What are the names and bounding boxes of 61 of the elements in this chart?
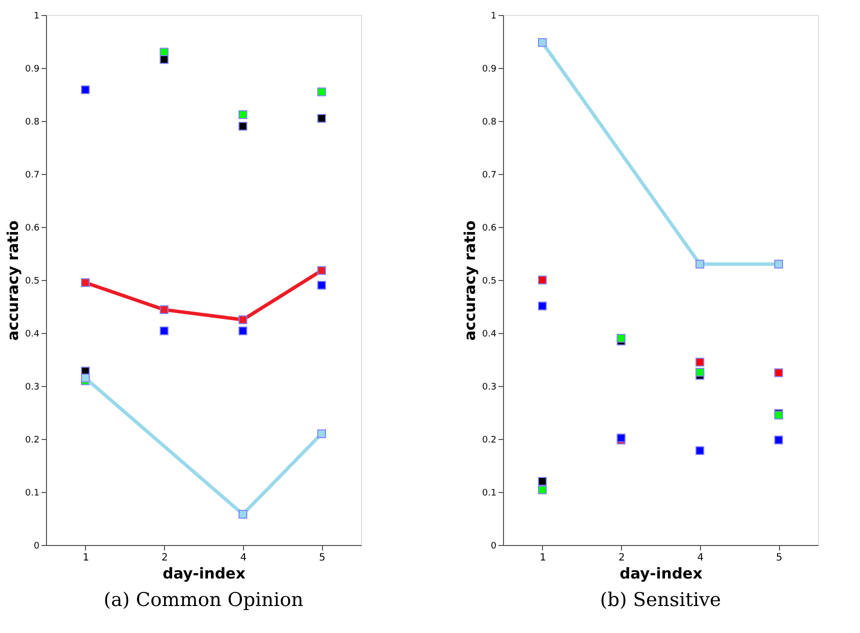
x-axis-title: day-index [620, 564, 703, 582]
point [81, 278, 90, 288]
point [81, 374, 90, 382]
x-tick-label: 1 [82, 552, 90, 564]
point [774, 436, 783, 444]
point [696, 368, 704, 377]
point [538, 276, 547, 284]
text: (a) Common Opinion [104, 589, 304, 611]
y-tick-label: 0.7 [25, 170, 40, 180]
point [160, 55, 168, 64]
x-tick-label: 5 [776, 552, 782, 564]
y-tick-label: 1 [34, 12, 40, 22]
y-tick-label: 0 [34, 542, 40, 552]
y-tick-label: 0.1 [482, 488, 496, 498]
y-axis-title: accuracy ratio [461, 220, 480, 341]
y-tick-label: 0.9 [482, 64, 497, 74]
y-tick-label: 0.3 [25, 382, 40, 392]
point [538, 302, 547, 310]
point [538, 486, 547, 494]
x-tick-label: 4 [240, 552, 247, 564]
y-tick-label: 0.4 [25, 330, 40, 340]
x-axis-title: day-index [162, 564, 246, 582]
point [160, 305, 168, 314]
point [696, 446, 704, 456]
point [160, 326, 168, 336]
point [238, 110, 248, 120]
text: (b) Sensitive [600, 589, 722, 611]
y-tick-label: 0.7 [482, 170, 496, 180]
y-axis-title: accuracy ratio [4, 220, 22, 341]
point [238, 122, 248, 131]
y-tick-label: 0.8 [482, 118, 497, 128]
y-tick-label: 0.6 [482, 224, 497, 234]
point [238, 326, 248, 336]
x-tick-label: 2 [618, 552, 625, 564]
y-tick-label: 0.5 [25, 276, 40, 286]
point [81, 85, 90, 94]
point [774, 368, 783, 378]
point [616, 334, 626, 343]
y-tick-label: 0.8 [25, 118, 40, 128]
y-tick-label: 0.3 [482, 382, 496, 392]
point [317, 87, 326, 96]
y-tick-label: 0.2 [482, 436, 496, 446]
point [317, 266, 326, 275]
y-tick-label: 0.9 [25, 64, 40, 74]
point [696, 358, 704, 367]
y-tick-label: 0.4 [482, 330, 497, 340]
x-tick-label: 1 [540, 552, 546, 564]
x-tick-label: 5 [318, 552, 326, 564]
y-tick-label: 0.1 [25, 488, 40, 498]
x-tick-label: 2 [161, 552, 168, 564]
y-tick-label: 0.6 [25, 224, 40, 234]
point [317, 280, 326, 290]
y-tick-label: 0 [490, 542, 497, 552]
point [238, 315, 248, 324]
point [317, 114, 326, 123]
y-tick-label: 1 [490, 12, 496, 22]
x-tick-label: 4 [697, 552, 704, 564]
point [538, 38, 547, 47]
y-tick-label: 0.5 [482, 276, 496, 286]
point [538, 477, 547, 486]
y-tick-label: 0.2 [25, 436, 40, 446]
